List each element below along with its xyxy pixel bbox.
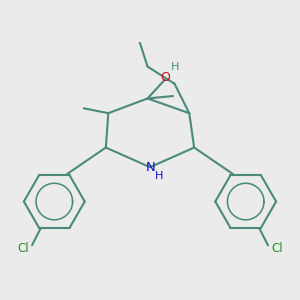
- Text: Cl: Cl: [17, 242, 29, 255]
- Text: H: H: [171, 62, 180, 72]
- Text: Cl: Cl: [271, 242, 283, 255]
- Text: H: H: [154, 171, 163, 181]
- Text: N: N: [146, 161, 156, 174]
- Text: O: O: [160, 71, 170, 84]
